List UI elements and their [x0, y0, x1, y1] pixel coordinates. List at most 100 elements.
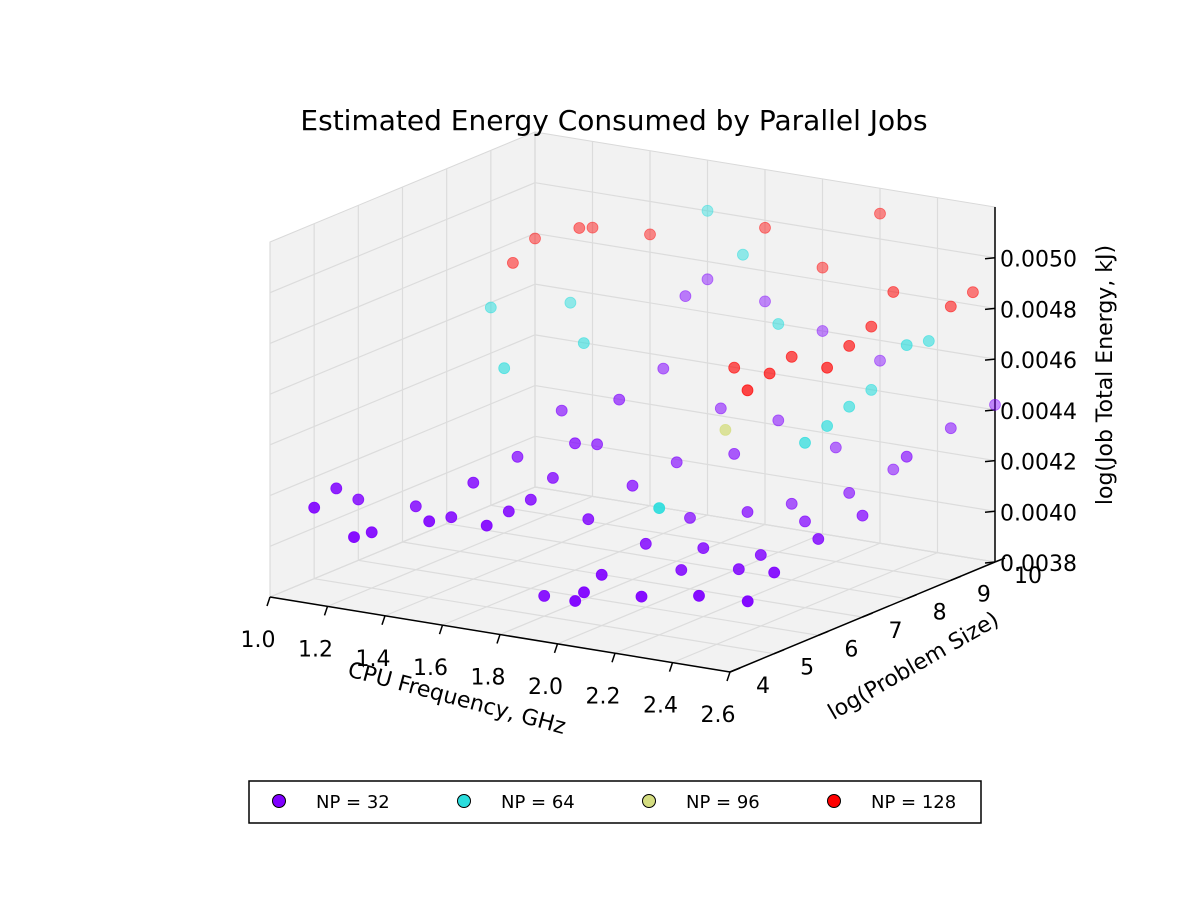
data-point	[799, 436, 811, 449]
data-point	[613, 393, 626, 406]
x-tick	[438, 624, 444, 635]
data-point	[821, 420, 833, 432]
y-tick-label: 10	[1014, 564, 1042, 589]
data-point	[768, 566, 781, 579]
y-gridline-floor	[402, 541, 863, 618]
z-gridline-side	[269, 334, 536, 446]
x-tick	[668, 662, 674, 672]
z-gridline-back	[534, 283, 996, 360]
z-tick-label: 0.0044	[1000, 400, 1077, 425]
data-point	[626, 479, 639, 492]
data-point	[865, 383, 878, 396]
data-point	[737, 248, 749, 261]
data-point	[856, 509, 869, 522]
y-tick-label: 5	[800, 656, 814, 681]
data-point	[308, 501, 321, 514]
data-point	[577, 337, 590, 350]
z-tick	[984, 409, 996, 412]
data-point	[728, 447, 741, 460]
z-tick-label: 0.0050	[1000, 248, 1077, 273]
data-point	[657, 362, 670, 375]
chart-title: Estimated Energy Consumed by Parallel Jo…	[300, 104, 927, 137]
data-point	[812, 533, 825, 545]
data-point	[759, 221, 771, 234]
data-point	[498, 362, 511, 375]
data-point	[675, 564, 688, 576]
data-point	[511, 450, 524, 463]
legend-marker	[457, 794, 471, 808]
data-point	[843, 486, 856, 499]
data-point	[989, 398, 1001, 411]
legend-marker	[642, 794, 656, 808]
z-tick	[984, 459, 996, 463]
legend-label: NP = 32	[316, 792, 390, 813]
data-point	[944, 422, 957, 435]
y-tick	[729, 667, 741, 673]
data-point	[352, 493, 365, 506]
data-point	[670, 456, 683, 469]
data-point	[529, 232, 541, 245]
legend-marker	[272, 794, 286, 808]
y-gridline-floor	[314, 578, 775, 655]
z-gridline-side	[269, 182, 536, 294]
x-tick	[611, 653, 616, 663]
data-point	[922, 335, 935, 347]
z-tick	[984, 256, 996, 260]
x-tick-label: 1.0	[241, 628, 276, 653]
data-point	[799, 515, 811, 528]
data-point	[843, 339, 856, 352]
y-tick	[906, 593, 917, 600]
z-gridline-back	[534, 486, 996, 563]
chart-axes: 1.0 1.2 1.4 1.6 1.8 2.0 2.2 2.4 2.6 4 5 6 7 8 9 100.003…	[241, 207, 1077, 728]
data-point	[754, 549, 767, 561]
data-point	[591, 438, 603, 451]
data-point	[569, 595, 582, 607]
z-axis-label: log(Job Total Energy, kJ)	[1093, 245, 1118, 505]
data-point	[582, 513, 595, 526]
data-point	[635, 590, 648, 603]
z-tick	[984, 510, 996, 514]
data-point	[573, 222, 586, 234]
data-point	[887, 286, 900, 298]
data-point	[763, 367, 776, 380]
z-tick	[984, 307, 996, 311]
data-point	[555, 404, 568, 417]
data-point	[445, 511, 458, 524]
z-tick	[984, 358, 996, 361]
data-point	[900, 450, 913, 463]
data-point	[480, 519, 493, 532]
data-point	[759, 295, 771, 308]
data-point	[821, 361, 833, 374]
data-point	[693, 589, 705, 602]
data-point	[484, 301, 497, 314]
x-tick	[266, 596, 271, 607]
z-tick-label: 0.0040	[1000, 501, 1077, 526]
y-tick-label: 6	[844, 637, 858, 662]
data-point	[423, 515, 436, 528]
data-point	[865, 320, 878, 333]
z-tick-label: 0.0046	[1000, 349, 1077, 374]
x-tick-label: 2.6	[701, 703, 736, 728]
data-point	[684, 512, 696, 524]
x-tick	[553, 643, 559, 654]
data-point	[741, 506, 754, 518]
z-gridline-side	[269, 232, 536, 344]
data-point	[578, 586, 590, 599]
z-tick-label: 0.0048	[1000, 298, 1077, 323]
data-point	[564, 296, 577, 309]
x-tick-label: 2.2	[586, 684, 621, 709]
legend-label: NP = 128	[871, 792, 956, 813]
data-point	[365, 526, 378, 539]
y-gridline-floor	[358, 559, 819, 636]
data-point	[348, 531, 360, 543]
data-point	[728, 361, 741, 374]
legend-marker	[827, 794, 841, 808]
x-tick-label: 1.2	[298, 637, 333, 662]
data-point	[586, 221, 599, 234]
data-point	[547, 471, 559, 484]
y-axis-label: log(Problem Size)	[824, 607, 1003, 725]
x-tick	[726, 671, 731, 682]
z-gridline-side	[269, 385, 536, 497]
x-tick	[381, 615, 386, 625]
z-tick	[984, 561, 996, 564]
